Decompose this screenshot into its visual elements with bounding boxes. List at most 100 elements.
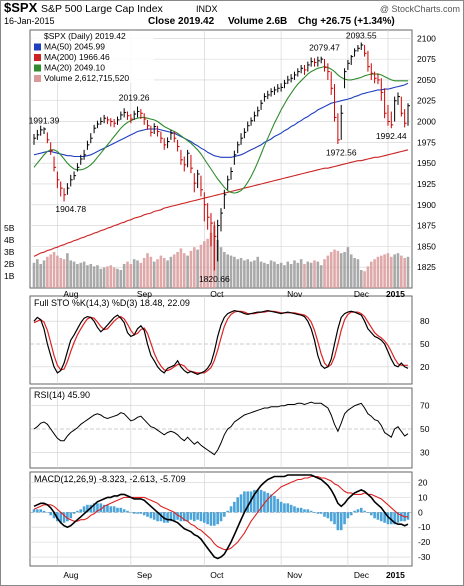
rsi-line	[33, 401, 409, 456]
exchange-label: INDX	[196, 4, 218, 14]
legend-background	[32, 31, 154, 83]
volume-bar	[376, 256, 380, 288]
macd-tick-label: -10	[418, 522, 431, 532]
volume-bar	[279, 262, 283, 288]
volume-bar	[216, 240, 219, 288]
macd-histogram-bar	[223, 512, 226, 517]
macd-histogram-bar	[102, 504, 106, 513]
volume-bar	[249, 261, 253, 288]
macd-histogram-bar	[96, 503, 99, 513]
legend-entry: Volume 2,612,715,520	[44, 73, 129, 83]
sto-tick-label: 50	[420, 339, 430, 349]
volume-bar	[56, 255, 59, 288]
macd-histogram-bar	[152, 512, 156, 520]
volume-bar	[86, 265, 89, 288]
volume-bar	[356, 259, 360, 288]
volume-tick-label: 1B	[4, 271, 15, 281]
volume-bar	[82, 261, 86, 288]
x-tick-label-lower: Aug	[63, 570, 78, 580]
rsi-tick-label: 30	[420, 447, 430, 457]
macd-histogram-bar	[136, 512, 139, 514]
macd-histogram-bar	[376, 512, 380, 520]
macd-histogram-bar	[229, 506, 233, 513]
volume-bar	[112, 267, 116, 288]
volume-bar	[313, 260, 316, 288]
x-tick-label-lower: 2015	[386, 570, 405, 580]
price-annotation: 1992.44	[376, 131, 407, 141]
macd-histogram-bar	[156, 512, 159, 522]
x-tick-label-lower: Dec	[354, 570, 370, 580]
volume-bar	[102, 267, 106, 288]
volume-bar	[149, 256, 153, 288]
macd-panel: -30 -20 -10 0 10 20 MACD(12,26,9) -8.323, -2.6…	[29, 471, 431, 567]
macd-histogram-bar	[273, 495, 276, 513]
macd-histogram-bar	[256, 489, 260, 513]
volume-bar	[239, 258, 243, 288]
macd-histogram-bar	[306, 509, 310, 513]
macd-histogram-bar	[286, 503, 290, 513]
macd-histogram-bar	[206, 512, 209, 525]
macd-histogram-bar	[313, 512, 316, 513]
macd-histogram-bar	[396, 512, 400, 523]
macd-histogram-bar	[259, 489, 263, 513]
macd-histogram-bar	[383, 512, 386, 523]
volume-bar	[209, 232, 213, 288]
macd-tick-label: 0	[418, 507, 423, 517]
volume-bar	[326, 255, 330, 288]
volume-bar	[263, 262, 266, 288]
macd-histogram-bar	[109, 506, 113, 513]
price-tick-label: 2075	[417, 54, 436, 64]
price-tick-label: 2100	[417, 33, 436, 43]
macd-histogram-bar	[263, 491, 266, 513]
macd-histogram-bar	[116, 507, 119, 513]
volume-bar	[276, 264, 280, 288]
macd-histogram-bar	[406, 512, 410, 520]
volume-label: Volume 2.6B	[228, 16, 287, 27]
volume-bar	[89, 264, 93, 288]
macd-histogram-bar	[72, 512, 76, 514]
x-tick-label-lower: Oct	[210, 570, 224, 580]
macd-histogram-bar	[336, 512, 340, 531]
volume-bar	[379, 255, 383, 288]
macd-histogram-bar	[226, 510, 229, 513]
volume-bar	[299, 259, 303, 288]
macd-histogram-bar	[366, 512, 370, 513]
macd-histogram-bar	[186, 512, 189, 522]
volume-bar	[359, 270, 363, 288]
volume-bar	[176, 252, 179, 288]
legend-swatch	[34, 54, 41, 61]
price-annotation: 2093.55	[346, 31, 377, 41]
macd-histogram-bar	[373, 512, 376, 519]
volume-bar	[106, 266, 109, 288]
macd-tick-label: 10	[418, 492, 428, 502]
volume-bar	[69, 260, 73, 288]
price-tick-label: 1925	[417, 179, 436, 189]
volume-bar	[223, 252, 226, 288]
macd-histogram-bar	[42, 510, 46, 513]
symbol-label: $SPX	[4, 0, 38, 15]
volume-bar	[323, 259, 326, 288]
volume-bar	[59, 258, 63, 288]
macd-histogram-bar	[39, 509, 42, 513]
legend-swatch	[34, 43, 41, 51]
rsi-plot-area	[29, 387, 413, 469]
volume-bar	[119, 270, 123, 288]
volume-bar	[296, 262, 300, 288]
volume-bar	[96, 265, 99, 288]
price-annotation: 2019.26	[119, 93, 150, 103]
volume-bar	[72, 261, 76, 288]
watermark: @ StockCharts.com	[380, 4, 460, 14]
volume-bar	[319, 265, 323, 288]
volume-bar	[122, 264, 126, 288]
price-tick-label: 1950	[417, 158, 436, 168]
volume-bar	[269, 260, 273, 288]
macd-histogram-bar	[159, 512, 163, 522]
macd-histogram-bar	[149, 512, 153, 519]
macd-histogram-bar	[32, 509, 36, 513]
close-label: Close 2019.42	[148, 16, 215, 27]
volume-bar	[390, 256, 393, 288]
price-tick-label: 1975	[417, 137, 436, 147]
sto-title: Full STO %K(14,3) %D(3) 18.48, 22.09	[34, 298, 190, 308]
macd-histogram-bar	[326, 512, 330, 519]
macd-histogram-bar	[303, 509, 306, 513]
